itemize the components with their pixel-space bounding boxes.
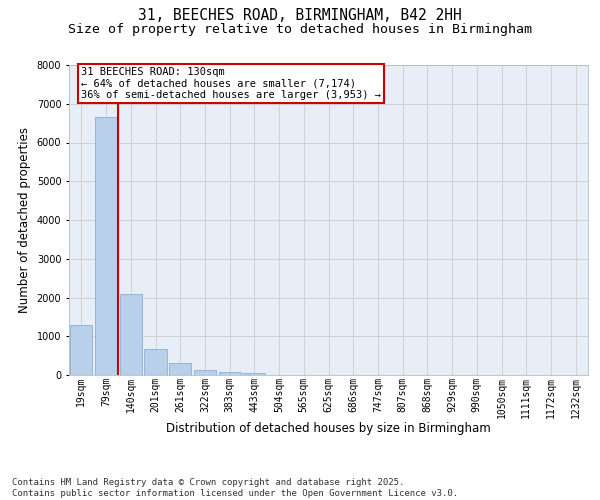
Bar	[70, 324, 92, 375]
Text: 31, BEECHES ROAD, BIRMINGHAM, B42 2HH: 31, BEECHES ROAD, BIRMINGHAM, B42 2HH	[138, 8, 462, 22]
Text: Contains HM Land Registry data © Crown copyright and database right 2025.
Contai: Contains HM Land Registry data © Crown c…	[12, 478, 458, 498]
Text: 31 BEECHES ROAD: 130sqm
← 64% of detached houses are smaller (7,174)
36% of semi: 31 BEECHES ROAD: 130sqm ← 64% of detache…	[82, 67, 382, 100]
Bar	[194, 370, 216, 375]
Bar	[145, 348, 167, 375]
Bar	[243, 372, 265, 375]
Bar	[169, 364, 191, 375]
Bar	[95, 118, 117, 375]
Text: Size of property relative to detached houses in Birmingham: Size of property relative to detached ho…	[68, 22, 532, 36]
Bar	[119, 294, 142, 375]
X-axis label: Distribution of detached houses by size in Birmingham: Distribution of detached houses by size …	[166, 422, 491, 434]
Y-axis label: Number of detached properties: Number of detached properties	[18, 127, 31, 313]
Bar	[218, 372, 241, 375]
